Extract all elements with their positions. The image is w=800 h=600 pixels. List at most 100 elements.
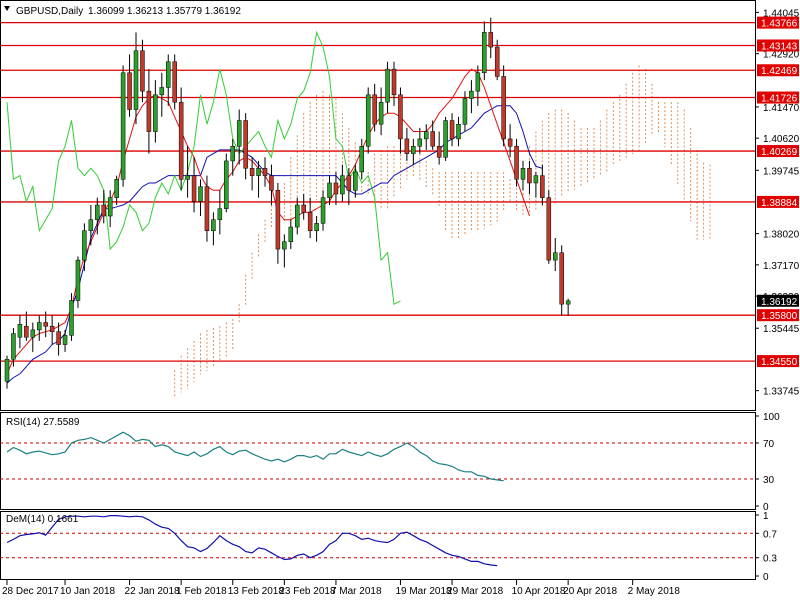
level-label: 1.40269 [761,147,798,158]
candle-body [507,138,513,147]
level-label: 1.42469 [761,66,798,77]
ohlc-label: 1.36099 1.36213 1.35779 1.36192 [88,6,241,17]
time-tick-label: 10 Jan 2018 [60,586,115,597]
candle-body [346,175,352,191]
demarker-tick-label: 0.3 [763,554,777,565]
candle-body [372,94,377,125]
candle-body [127,72,132,110]
time-tick-label: 20 Apr 2018 [563,586,617,597]
dropdown-triangle-icon[interactable] [4,6,10,11]
candle-body [359,145,364,173]
level-label-box [757,64,799,77]
candle-body [249,168,255,176]
level-label-box [757,195,799,208]
rsi-panel: 100 70 30 0 RSI(14) 27.5589 [0,412,780,513]
demarker-tick-label: 0.7 [763,529,777,540]
candle-body [436,145,442,158]
candle-body [559,252,564,305]
level-label-box [757,91,799,104]
time-tick-label: 1 Feb 2018 [176,586,227,597]
level-label-box [757,309,799,322]
candle-body [430,131,435,147]
candle-body [62,335,68,345]
candle-body [527,168,532,184]
price-panel: 1.44045 1.42920 1.41470 1.40620 1.39745 1.380… [0,0,800,411]
candle-body [514,145,519,180]
demarker-panel: 1 0.7 0.3 0 DeM(14) 0.1661 [0,511,777,583]
candle-body [224,160,229,209]
candle-body [320,197,326,224]
rsi-label: RSI(14) 27.5589 [6,417,80,428]
candle-body [314,223,319,231]
current-price-label: 1.36192 [761,297,798,308]
candle-body [488,32,493,48]
rsi-tick-label: 30 [763,475,775,486]
time-tick-label: 13 Feb 2018 [228,586,285,597]
time-tick-label: 29 Mar 2018 [447,586,504,597]
level-label-box [757,16,799,29]
price-tick-label: 1.39745 [763,166,800,177]
time-tick-label: 28 Dec 2017 [2,586,59,597]
rsi-panel-frame [0,412,756,510]
candle-body [553,252,558,261]
price-tick-label: 1.41470 [763,103,800,114]
price-tick-label: 1.33745 [763,387,800,398]
candle-body [482,32,487,74]
level-label: 1.34550 [761,357,798,368]
candle-body [30,329,36,338]
demarker-label: DeM(14) 0.1661 [6,514,79,525]
candle-body [449,120,455,140]
candle-body [533,175,539,184]
candle-body [275,190,281,250]
demarker-axis: 1 0.7 0.3 0 [755,511,777,583]
candle-body [24,325,29,338]
candle-body [56,331,61,345]
candle-body [4,359,10,382]
level-label: 1.43766 [761,19,798,30]
candle-body [114,179,119,198]
level-label-box [757,355,799,368]
rsi-axis: 100 70 30 0 [755,412,780,513]
candle-body [307,212,313,231]
candle-body [340,175,345,195]
level-labels: 1.43766 1.43143 1.42469 1.41726 1.40269 1.388… [757,16,799,368]
candle-body [494,46,500,77]
horizontal-levels [0,21,755,362]
candle-body [153,94,158,132]
candle-body [185,175,190,180]
candle-body [540,175,545,198]
price-tick-label: 1.44045 [763,8,800,19]
level-label: 1.41726 [761,94,798,105]
candle-body [82,230,87,261]
rsi-tick-label: 0 [763,502,769,513]
candle-body [88,219,94,231]
demarker-tick-label: 0 [763,572,769,583]
symbol-label: GBPUSD,Daily [16,6,83,17]
candle-body [456,123,461,140]
rsi-line [6,431,504,482]
candle-body [398,94,403,140]
candle-body [417,138,423,147]
candle-body [469,90,474,99]
candle-body [159,87,165,96]
candles [4,17,571,389]
time-tick-label: 2 May 2018 [628,586,681,597]
price-tick-label: 1.42920 [763,50,800,61]
time-tick-label: 22 Jan 2018 [125,586,180,597]
candle-body [204,186,210,231]
candle-body [365,94,371,147]
candle-body [333,182,339,195]
candle-body [256,168,261,176]
candle-body [69,300,74,336]
time-tick-label: 10 Apr 2018 [512,586,566,597]
price-tick-label: 1.40620 [763,134,800,145]
candle-body [424,131,429,140]
candle-body [146,90,152,132]
price-tick-label: 1.38020 [763,230,800,241]
candle-body [166,61,171,88]
tenkan-line [6,68,530,375]
candle-body [475,72,481,92]
candle-body [107,197,113,217]
